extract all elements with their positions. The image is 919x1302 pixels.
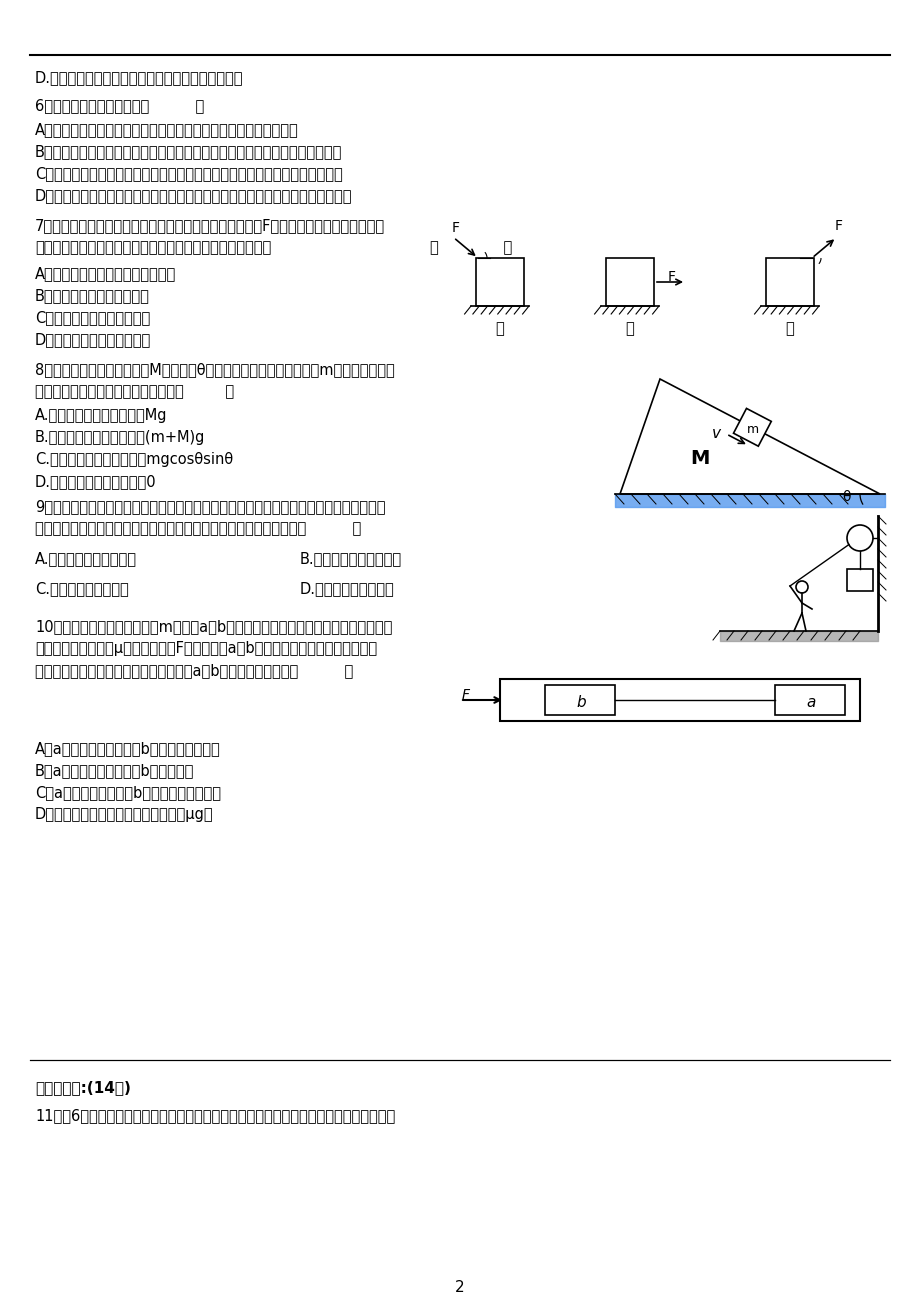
Text: 丙: 丙 xyxy=(784,322,793,336)
Text: F: F xyxy=(461,687,470,702)
Text: A.地面对人的摩擦力减小: A.地面对人的摩擦力减小 xyxy=(35,551,137,566)
Text: 的滑动摩擦系数都为μ。在水平恒力F的作用下，a和b在水平面上作匀速直线运动，如: 的滑动摩擦系数都为μ。在水平恒力F的作用下，a和b在水平面上作匀速直线运动，如 xyxy=(35,641,377,656)
Text: b: b xyxy=(575,695,585,710)
Bar xyxy=(766,258,813,306)
Bar xyxy=(606,258,653,306)
Text: F: F xyxy=(834,220,842,233)
Polygon shape xyxy=(619,379,879,493)
Text: F: F xyxy=(667,270,675,284)
Text: A．三个物体所受的摩擦力大小相同: A．三个物体所受的摩擦力大小相同 xyxy=(35,266,176,281)
Text: D．绳子刚断时它们的加速度大小都为μg。: D．绳子刚断时它们的加速度大小都为μg。 xyxy=(35,807,213,822)
Text: 静止在水平地面上，且地面与物体间的动摩擦因数均相同，则: 静止在水平地面上，且地面与物体间的动摩擦因数均相同，则 xyxy=(35,240,271,255)
Text: D.斜面体受地面的摩擦力为0: D.斜面体受地面的摩擦力为0 xyxy=(35,474,156,490)
Bar xyxy=(774,685,844,715)
Text: D．丙物体所受的摩擦力最大: D．丙物体所受的摩擦力最大 xyxy=(35,332,151,348)
Text: 甲: 甲 xyxy=(494,322,504,336)
Text: 匀速下滑时，斜面体仍静止不动。则（         ）: 匀速下滑时，斜面体仍静止不动。则（ ） xyxy=(35,384,233,398)
Text: θ: θ xyxy=(841,490,849,504)
Text: C．乙物体所受的摩擦力最大: C．乙物体所受的摩擦力最大 xyxy=(35,310,150,326)
Text: 10．水平面上有两个质量都为m的物体a和b，它们之间用轻绳连接，它们与水平面之间: 10．水平面上有两个质量都为m的物体a和b，它们之间用轻绳连接，它们与水平面之间 xyxy=(35,618,391,634)
Text: 乙: 乙 xyxy=(624,322,633,336)
Text: 6．下列说法中正确的是：（          ）: 6．下列说法中正确的是：（ ） xyxy=(35,98,204,113)
Bar xyxy=(846,569,872,591)
Bar xyxy=(544,685,614,715)
Text: m: m xyxy=(745,423,757,436)
Text: 重物再次保持静止状态，关于跨步以后各力的大小变化正确的说法是（          ）: 重物再次保持静止状态，关于跨步以后各力的大小变化正确的说法是（ ） xyxy=(35,521,361,536)
Text: 9．如图所示，人通过跨在光滑滑轮上的细绳拉一物体静止。当人向　后跨了一步后，人与: 9．如图所示，人通过跨在光滑滑轮上的细绳拉一物体静止。当人向 后跨了一步后，人与 xyxy=(35,499,385,514)
Text: A．在国际单位制中，力学的单位被选为基本单位的是米、千克、秒: A．在国际单位制中，力学的单位被选为基本单位的是米、千克、秒 xyxy=(35,122,299,137)
Text: C.人对地面的压力增大: C.人对地面的压力增大 xyxy=(35,581,129,596)
Text: B．a作匀加速直线运动，b处于静止；: B．a作匀加速直线运动，b处于静止； xyxy=(35,763,194,779)
Text: B.斜面体受地面的支持力为(m+M)g: B.斜面体受地面的支持力为(m+M)g xyxy=(35,430,205,445)
Text: D.人对地面的压力减小: D.人对地面的压力减小 xyxy=(300,581,394,596)
Text: C．在月球上举重比在地球上容易，所以同一个物体在月球上比在地球上惯性小: C．在月球上举重比在地球上容易，所以同一个物体在月球上比在地球上惯性小 xyxy=(35,165,343,181)
Text: 8、如图所示，斜面体质量为M，倾角为θ，置于水平地面上，当质量为m的小木块沿斜面: 8、如图所示，斜面体质量为M，倾角为θ，置于水平地面上，当质量为m的小木块沿斜面 xyxy=(35,362,394,378)
Text: a: a xyxy=(805,695,814,710)
Text: 2: 2 xyxy=(455,1280,464,1295)
Polygon shape xyxy=(732,409,770,447)
Text: B.地面对人的摩擦力增大: B.地面对人的摩擦力增大 xyxy=(300,551,402,566)
Text: （              ）: （ ） xyxy=(429,240,512,255)
Bar xyxy=(475,258,524,306)
Bar xyxy=(499,680,859,721)
Text: A．a作匀加速直线运动，b作减速直线运动；: A．a作匀加速直线运动，b作减速直线运动； xyxy=(35,741,221,756)
Text: 二．实验题:(14分): 二．实验题:(14分) xyxy=(35,1079,130,1095)
Text: 7．甲、乙、丙三个质量相同的物体均受到大小相等的恒力F，方向如图所示。三个物体均: 7．甲、乙、丙三个质量相同的物体均受到大小相等的恒力F，方向如图所示。三个物体均 xyxy=(35,217,385,233)
Text: 图所示。如果在运动中绳突然断了，那么a、b的运动情况可能是（          ）: 图所示。如果在运动中绳突然断了，那么a、b的运动情况可能是（ ） xyxy=(35,663,353,678)
Text: B．甲物体所受的摩擦力最大: B．甲物体所受的摩擦力最大 xyxy=(35,288,150,303)
Text: M: M xyxy=(689,449,709,467)
Text: F: F xyxy=(451,221,459,236)
Text: v: v xyxy=(711,426,720,441)
Text: A.斜面体受地面的支持力为Mg: A.斜面体受地面的支持力为Mg xyxy=(35,408,167,423)
Text: C．a作匀速直线运动，b作匀减速直线运动；: C．a作匀速直线运动，b作匀减速直线运动； xyxy=(35,785,221,799)
Text: D．速度大的物体比速度小的物体难以停下来，所以速度大的物体具有较大的惯性: D．速度大的物体比速度小的物体难以停下来，所以速度大的物体具有较大的惯性 xyxy=(35,187,352,203)
Text: 11、（6分）在做验证牛顿第二定律的实验中，得到的纸带如图所示。已知相邻计数点间的: 11、（6分）在做验证牛顿第二定律的实验中，得到的纸带如图所示。已知相邻计数点间… xyxy=(35,1108,395,1124)
Text: D.顾客对扶梯作用的方向先指向右下方，再竖直向下: D.顾客对扶梯作用的方向先指向右下方，再竖直向下 xyxy=(35,70,244,85)
Text: B．物体的加速度一定和物体所受合外力同时产生，同时消失，且方向永远一致: B．物体的加速度一定和物体所受合外力同时产生，同时消失，且方向永远一致 xyxy=(35,145,342,159)
Text: C.斜面体受地面的摩擦力为mgcosθsinθ: C.斜面体受地面的摩擦力为mgcosθsinθ xyxy=(35,452,233,467)
